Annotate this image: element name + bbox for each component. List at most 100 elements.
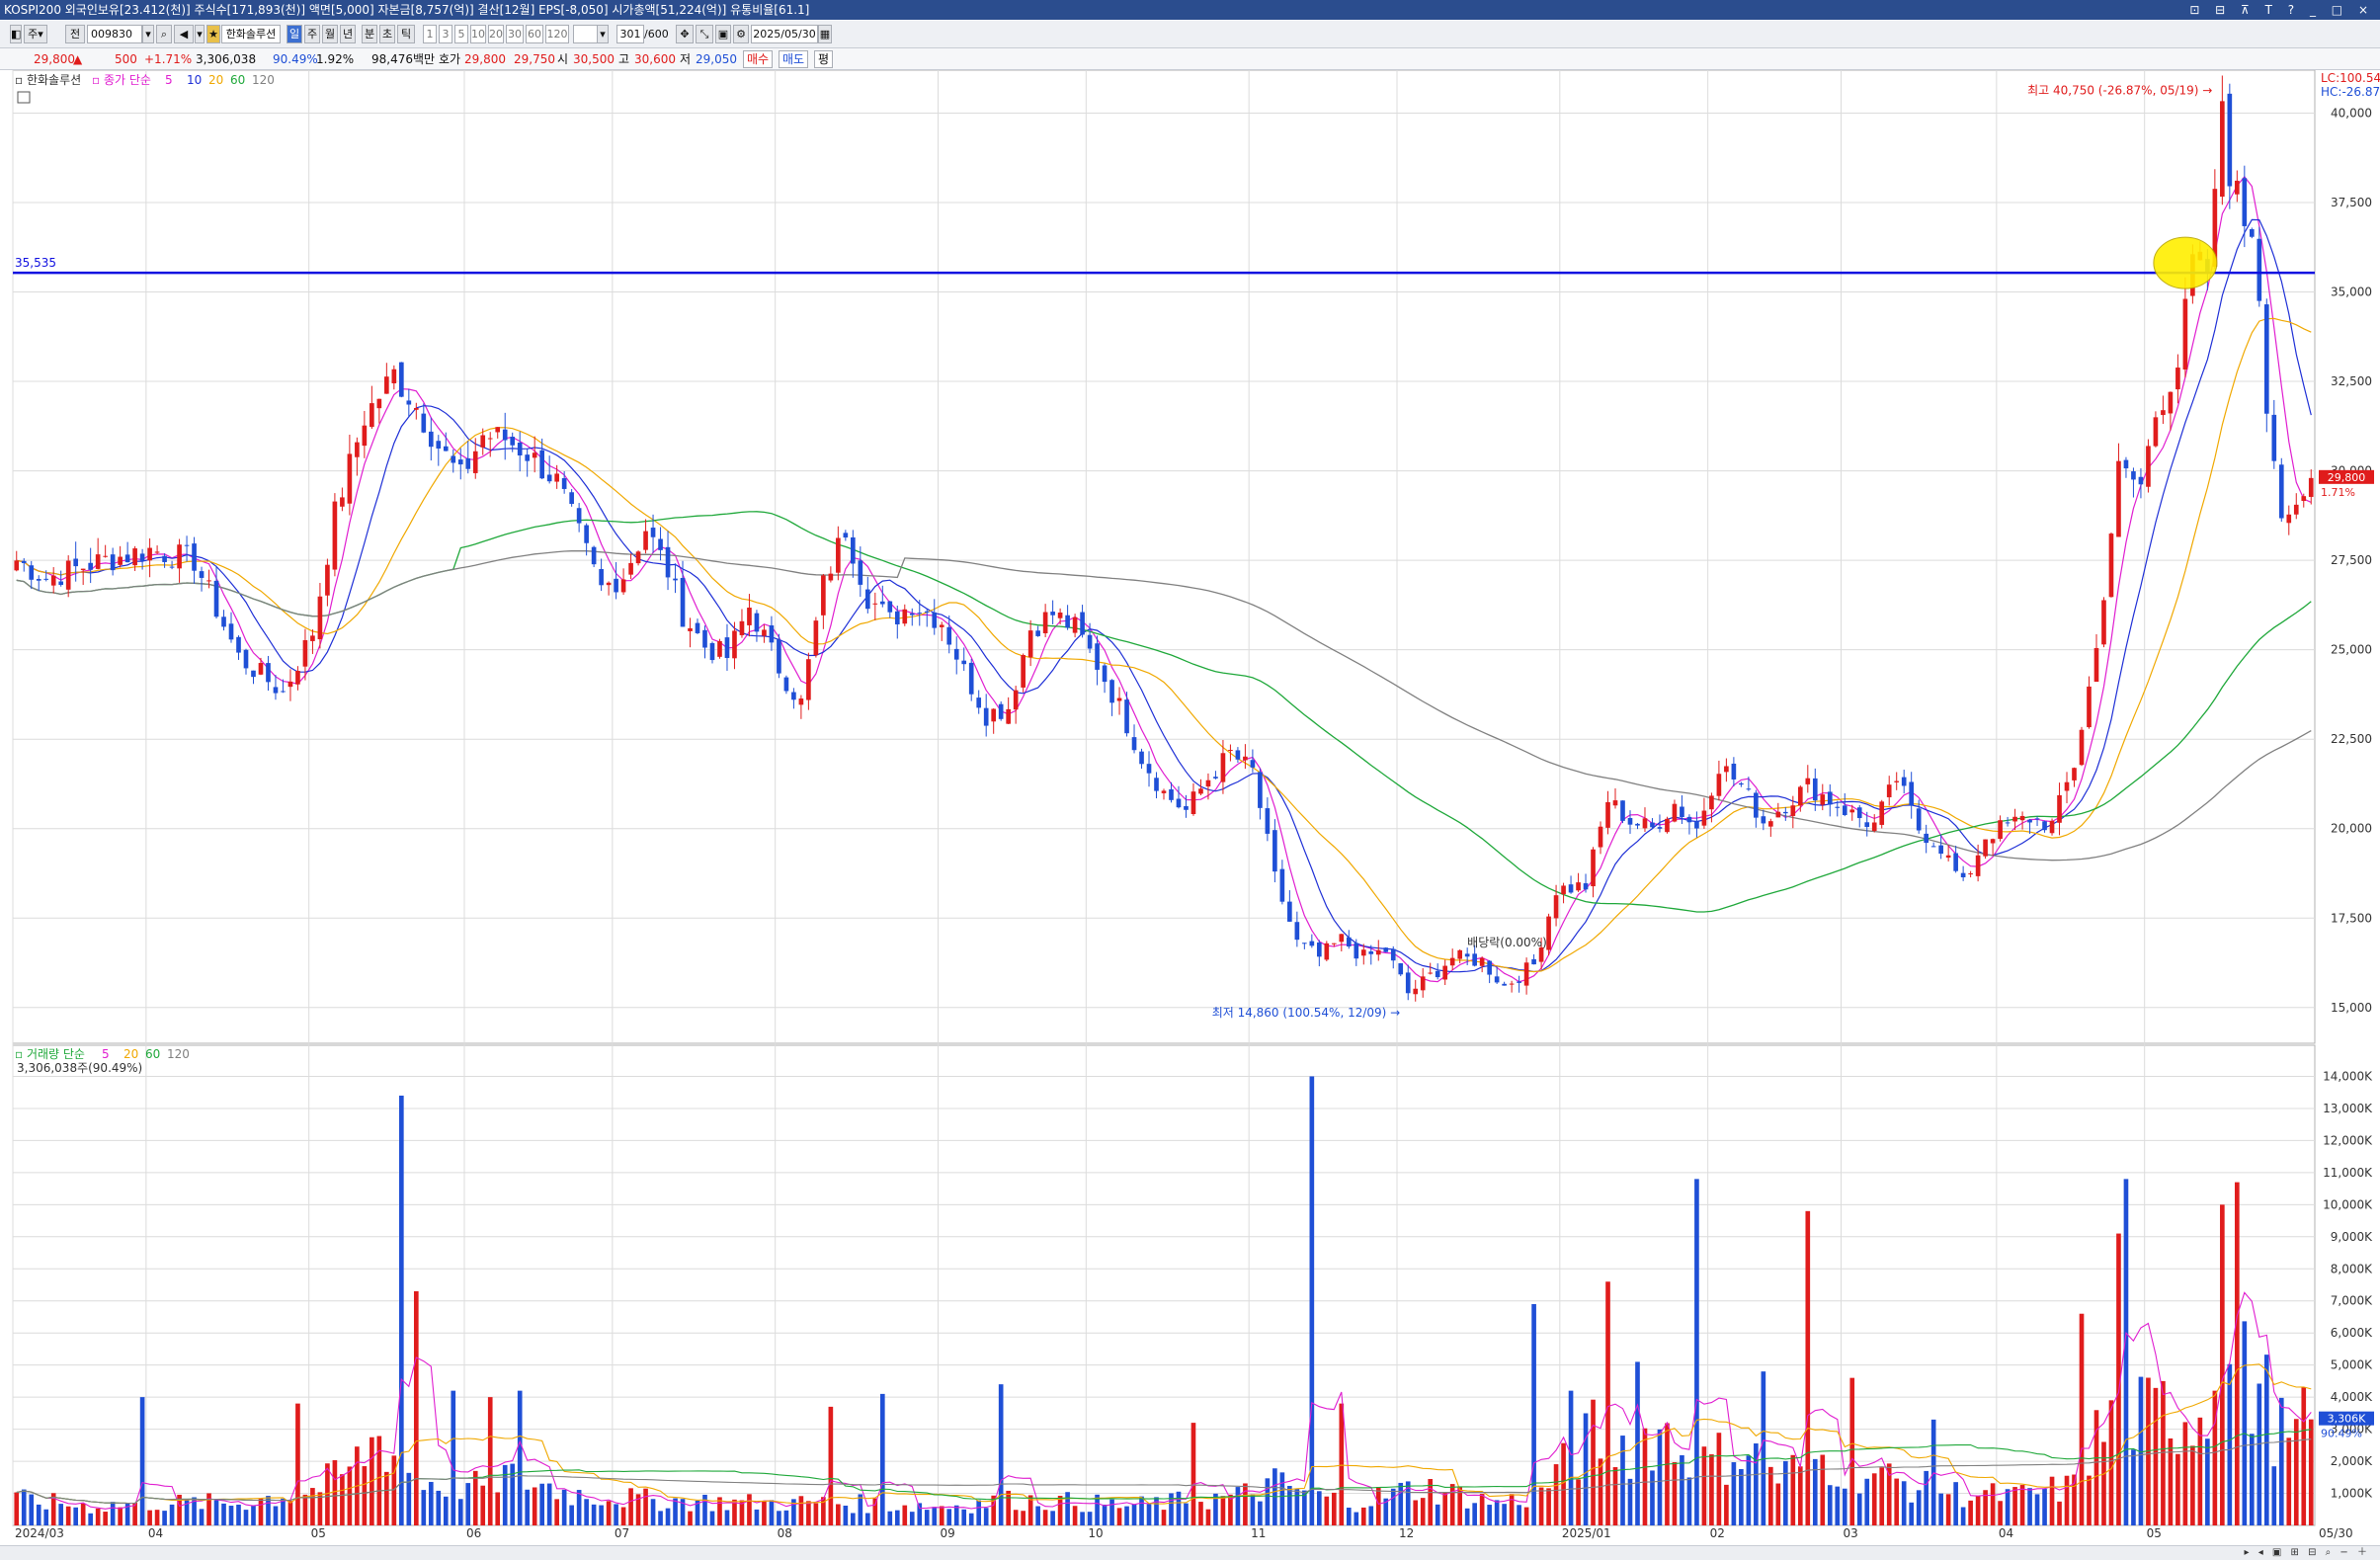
settings-icon[interactable]: ⚙ [733,25,749,43]
volume-bar [1161,1510,1167,1525]
speaker-dropdown-icon[interactable]: ▾ [195,25,205,43]
candle-body [1420,976,1426,991]
period-option-30[interactable]: 30 [506,25,524,43]
volume-bar [754,1509,760,1525]
candle-body [1635,823,1640,826]
tab-yearly[interactable]: 년 [340,25,356,43]
candle-body [1849,809,1855,813]
period-dropdown-icon[interactable]: ▾ [597,25,609,43]
tab-second[interactable]: 초 [379,25,395,43]
candle-body [302,640,308,667]
stock-chart[interactable]: 2024/03 04 05 06 07 08 09 10 11 12 2025/01 02 03 04 05… [0,70,2380,1545]
save-icon[interactable]: ▣ [715,25,731,43]
candle-body [2087,686,2092,728]
period-option-5[interactable]: 5 [454,25,468,43]
speaker-icon[interactable]: ◀ [174,25,194,43]
crosshair-icon[interactable]: ✥ [676,25,694,43]
volume-bar [614,1504,618,1525]
volume-bar [569,1505,574,1525]
volume-bar [1538,1487,1544,1525]
period-option-60[interactable]: 60 [526,25,543,43]
candle-body [1184,806,1189,810]
eval-button[interactable]: 평 [814,50,834,68]
candle-body [584,525,589,543]
volume-bar [1517,1505,1521,1525]
market-button[interactable]: 전 [65,25,85,43]
volume-bar [702,1494,707,1525]
stock-code-input[interactable]: 009830 [87,25,142,43]
candle-body [2131,471,2136,480]
volume-bar [843,1505,849,1525]
calendar-icon[interactable]: ▦ [818,25,832,43]
candle-body [2027,819,2032,823]
candle-body [769,624,775,643]
chart-tool-icons[interactable]: ▸ ◂ ▣ ⊞ ⊟ ⌕ − ＋ [2244,1547,2370,1558]
candle-body [1990,839,1996,844]
volume-bar [2182,1422,2188,1525]
volume-bar [2308,1419,2314,1525]
volume-bar [251,1505,256,1525]
candle-body [1346,937,1352,947]
count-input[interactable]: 301 [616,25,644,43]
candle-body [932,612,938,628]
candle-body [1983,839,1988,857]
volume-bar [1435,1504,1440,1525]
volume-bar [1390,1488,1396,1525]
tab-monthly[interactable]: 월 [322,25,338,43]
layout-icon[interactable]: ◧ [10,25,22,43]
candle-body [2257,238,2262,301]
volume-bar [88,1513,93,1525]
favorite-icon[interactable]: ★ [206,25,220,43]
period-option-1[interactable]: 1 [423,25,437,43]
period-dropdown-button[interactable]: 주▾ [24,25,47,43]
period-option-3[interactable]: 3 [439,25,452,43]
volume-bar [1546,1488,1551,1525]
volume-bar [2175,1453,2180,1525]
tab-minute[interactable]: 분 [362,25,377,43]
candle-body [1502,983,1507,986]
candle-body [1509,983,1515,985]
candle-body [177,544,182,569]
candle-body [539,450,544,479]
tab-daily[interactable]: 일 [287,25,302,43]
candle-body [569,492,574,505]
volume-bar [1057,1496,1063,1525]
candle-body [702,629,707,648]
code-dropdown-icon[interactable]: ▾ [142,25,154,43]
candle-body [1642,818,1648,829]
tab-tick[interactable]: 틱 [397,25,415,43]
period-option-20[interactable]: 20 [488,25,504,43]
high-label: 고 [618,52,630,66]
volume-bar [1124,1506,1129,1525]
volume-bar [1317,1491,1322,1525]
stock-name-field[interactable]: 한화솔루션 [221,25,281,43]
window-buttons[interactable]: ⊡ ⊟ ⊼ T ? _ □ × [2189,3,2374,17]
date-input[interactable]: 2025/05/30 [751,25,818,43]
volume-bar [2005,1489,2011,1525]
volume-bar [961,1509,967,1525]
candle-body [1390,948,1396,961]
candle-body [1272,830,1277,872]
candle-body [258,663,264,675]
search-icon[interactable]: ⌕ [156,25,172,43]
period-option-120[interactable]: 120 [545,25,569,43]
sell-button[interactable]: 매도 [779,50,809,68]
candle-body [1583,883,1589,890]
candle-body [2042,821,2047,831]
zoom-icon[interactable]: ⤡ [696,25,713,43]
candle-body [1472,953,1477,966]
period-option-10[interactable]: 10 [470,25,486,43]
candle-body [1494,976,1500,983]
volume-bar [103,1512,108,1525]
volume-bar [2227,1363,2233,1525]
candle-body [1657,827,1663,829]
tab-weekly[interactable]: 주 [304,25,320,43]
candle-body [2049,820,2055,834]
ma-20-line [16,317,2312,973]
volume-bar [1879,1467,1885,1525]
buy-button[interactable]: 매수 [743,50,774,68]
volume-bar [1258,1501,1263,1525]
x-tick-label: 03 [1844,1526,1858,1540]
price-legend-label: ▫ 종가 단순 [92,73,151,87]
legend-ma-5: 5 [165,73,173,87]
